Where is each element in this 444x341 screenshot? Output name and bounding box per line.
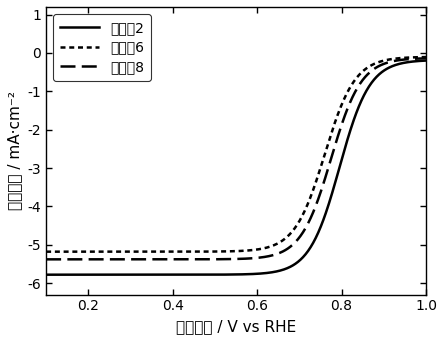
- Y-axis label: 电流密度 / mA·cm⁻²: 电流密度 / mA·cm⁻²: [7, 91, 22, 210]
- X-axis label: 电极电势 / V vs RHE: 电极电势 / V vs RHE: [176, 319, 296, 334]
- 实施例2: [329, 191, 335, 195]
- Legend: 实施例2, 实施例6, 实施例8: 实施例2, 实施例6, 实施例8: [53, 14, 151, 81]
- 实施例2: [44, 273, 49, 277]
- 实施例6: [329, 129, 335, 133]
- 实施例6: [44, 250, 49, 254]
- 实施例8: [267, 254, 273, 258]
- 实施例6: [267, 244, 273, 249]
- 实施例8: [424, 56, 429, 60]
- 实施例8: [215, 257, 221, 261]
- 实施例6: [424, 55, 429, 59]
- 实施例6: [141, 250, 147, 254]
- Line: 实施例2: 实施例2: [46, 61, 426, 275]
- 实施例8: [44, 257, 49, 262]
- 实施例2: [267, 270, 273, 275]
- 实施例8: [111, 257, 116, 262]
- 实施例8: [141, 257, 147, 262]
- 实施例2: [141, 273, 147, 277]
- 实施例8: [329, 153, 335, 157]
- 实施例2: [424, 59, 429, 63]
- Line: 实施例6: 实施例6: [46, 57, 426, 252]
- 实施例2: [297, 258, 302, 262]
- 实施例2: [111, 273, 116, 277]
- 实施例2: [215, 272, 221, 277]
- 实施例8: [297, 235, 302, 239]
- 实施例6: [111, 250, 116, 254]
- 实施例6: [215, 250, 221, 254]
- 实施例6: [297, 218, 302, 222]
- Line: 实施例8: 实施例8: [46, 58, 426, 260]
